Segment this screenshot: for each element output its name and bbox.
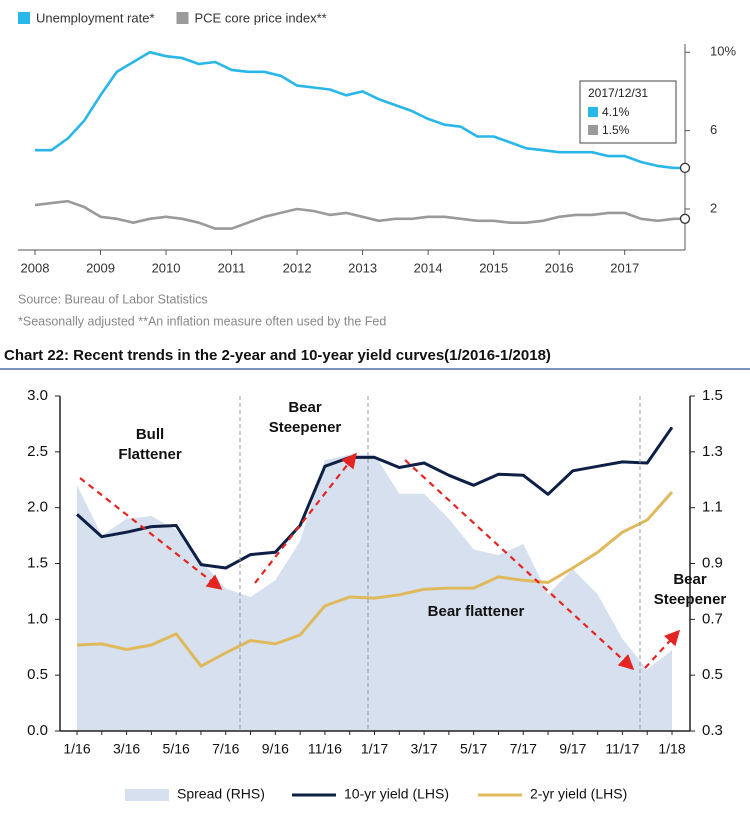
series-line [76,491,674,668]
arrow [79,477,223,590]
x-tick-label: 2011 [218,260,246,275]
x-tick-label: 2017 [610,260,639,275]
tooltip-value: 4.1% [602,105,630,119]
y2-tick-label: 1.3 [702,443,723,460]
y-tick-label: 0.0 [27,722,48,739]
trend-arrows [79,452,681,671]
annotation: Bear flattener [428,603,525,620]
legend-label: Spread (RHS) [177,786,265,802]
y-tick-label: 1.5 [27,554,48,571]
x-tick-label: 1/18 [658,741,685,757]
chart-title: Chart 22: Recent trends in the 2-year an… [4,347,551,364]
x-tick-label: 9/16 [262,741,289,757]
y-tick-label: 3.0 [27,387,48,404]
annotation: Steepener [654,591,727,608]
y2-tick-label: 1.1 [702,499,723,516]
y2-tick-label: 0.3 [702,722,723,739]
legend-swatch [125,789,169,801]
x-tick-label: 1/16 [63,741,90,757]
legend-swatch [18,12,30,24]
x-tick-label: 2015 [479,260,508,275]
annotation: Bear [288,399,322,416]
x-tick-label: 7/16 [212,741,239,757]
x-tick-label: 2012 [283,260,312,275]
y-tick-label: 10% [710,44,736,59]
y-tick-label: 2.5 [27,443,48,460]
tooltip-value: 1.5% [602,123,630,137]
x-tick-label: 2008 [21,260,50,275]
series-line [35,50,685,170]
tooltip-swatch [588,107,598,117]
y-tick-label: 0.5 [27,666,48,683]
x-tick-label: 3/16 [113,741,140,757]
x-tick-label: 5/17 [460,741,487,757]
y2-tick-label: 1.5 [702,387,723,404]
y-tick-label: 1.0 [27,610,48,627]
y-tick-label: 6 [710,122,717,137]
x-tick-label: 2010 [152,260,181,275]
annotation: Steepener [269,419,342,436]
series-line [75,426,674,570]
arrow [254,452,357,584]
y2-tick-label: 0.9 [702,554,723,571]
legend-label: 10-yr yield (LHS) [344,786,449,802]
legend-swatch [176,12,189,24]
legend-label: 2-yr yield (LHS) [530,786,627,802]
x-tick-label: 5/16 [163,741,190,757]
legend-label: Unemployment rate* [36,10,155,25]
annotation: Bull [136,426,164,443]
x-tick-label: 1/17 [361,741,388,757]
y-tick-label: 2.0 [27,499,48,516]
x-tick-label: 11/16 [308,741,342,757]
spread-area [77,454,672,731]
x-tick-label: 2013 [348,260,377,275]
x-tick-label: 2016 [545,260,574,275]
y2-tick-label: 0.5 [702,666,723,683]
x-tick-label: 7/17 [510,741,537,757]
x-tick-label: 3/17 [410,741,437,757]
y-tick-label: 2 [710,200,717,215]
x-tick-label: 2014 [414,260,443,275]
arrow [644,629,681,669]
footnote: *Seasonally adjusted **An inflation meas… [18,314,386,328]
tooltip-date: 2017/12/31 [588,86,648,100]
hover-dot [679,213,691,224]
source: Source: Bureau of Labor Statistics [18,292,208,306]
legend-label: PCE core price index** [195,10,327,25]
x-tick-label: 11/17 [605,741,639,757]
tooltip-swatch [588,125,598,135]
x-tick-label: 2009 [86,260,115,275]
x-tick-label: 9/17 [559,741,586,757]
arrow [404,459,635,671]
series-line [34,199,685,230]
annotation: Flattener [118,446,182,463]
y2-tick-label: 0.7 [702,610,723,627]
annotation: Bear [673,571,707,588]
hover-dot [679,162,691,174]
